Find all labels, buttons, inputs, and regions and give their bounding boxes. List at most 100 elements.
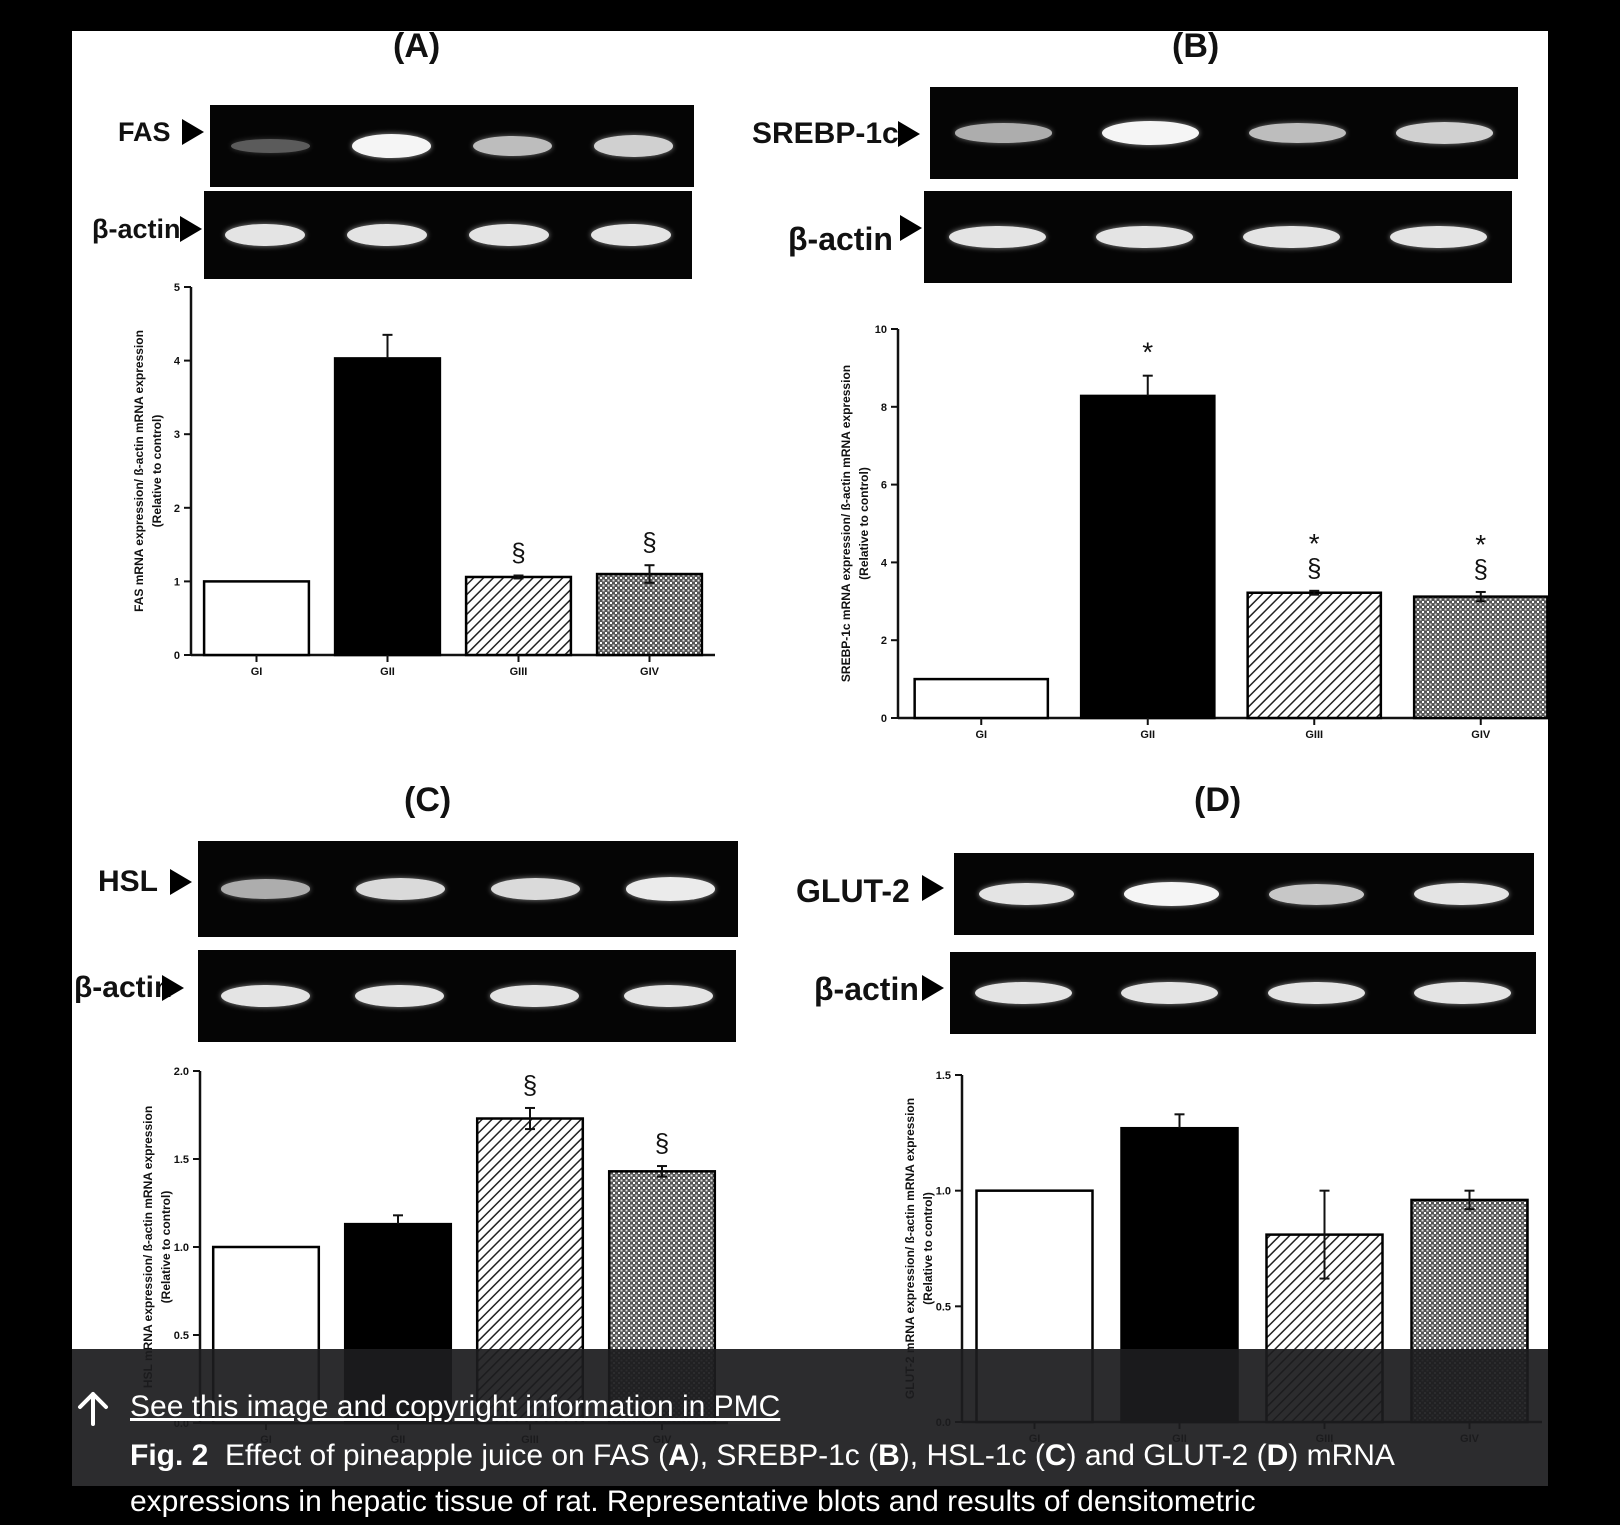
caption-figure-number: Fig. 2 <box>130 1439 209 1472</box>
gel-band <box>1242 225 1340 249</box>
caption-letter-d: D <box>1266 1439 1289 1472</box>
y-tick-label: 1.0 <box>936 1186 951 1198</box>
gel-band <box>625 877 716 901</box>
caption-letter-a: A <box>668 1439 690 1472</box>
caption-text-2: ), SREBP-1c ( <box>689 1439 879 1472</box>
y-tick-label: 0.5 <box>174 1330 189 1342</box>
gel-band <box>220 879 311 899</box>
y-tick-label: 1 <box>174 576 180 588</box>
gel-band <box>978 882 1075 906</box>
panel-b-control-gel <box>924 191 1512 283</box>
panel-c-control-gel <box>198 950 736 1042</box>
y-axis-label-2: (Relative to control) <box>150 415 164 528</box>
y-tick-label: 1.5 <box>936 1070 951 1082</box>
significance-mark: § <box>655 1128 669 1158</box>
panel-c-gene-gel <box>198 841 738 937</box>
x-tick-label: GIII <box>510 666 528 678</box>
y-tick-label: 10 <box>875 324 887 336</box>
y-axis-label-2: (Relative to control) <box>857 467 871 580</box>
bar <box>1412 595 1548 720</box>
gel-band <box>351 134 432 158</box>
gel-band <box>624 984 714 1008</box>
bar <box>1079 394 1216 720</box>
panel-c-control-label: β-actin <box>74 971 173 1004</box>
y-tick-label: 2.0 <box>174 1066 189 1078</box>
caption-text-5: ) mRNA expressions in hepatic tissue of … <box>130 1439 1394 1518</box>
y-tick-label: 1.5 <box>174 1154 189 1166</box>
significance-mark: § <box>511 538 525 568</box>
gel-band <box>1413 882 1510 906</box>
y-tick-label: 1.0 <box>174 1242 189 1254</box>
arrow-up-icon <box>78 1392 108 1426</box>
gel-band <box>954 123 1052 143</box>
figure[interactable]: (A) FAS β-actin 0 1 2 3 4 5 FAS mRNA expressio… <box>72 31 1548 1486</box>
x-tick-label: GII <box>1140 729 1155 741</box>
gel-band <box>472 135 553 157</box>
panel-d-title: (D) <box>1194 781 1242 819</box>
panel-d-gene-arrow <box>922 875 944 901</box>
panel-d-control-label: β-actin <box>814 971 919 1007</box>
panel-a-title: (A) <box>393 31 441 65</box>
significance-mark: * <box>1309 528 1320 559</box>
gel-band <box>1121 981 1219 1005</box>
figure-caption: Fig. 2 Effect of pineapple juice on FAS … <box>130 1433 1510 1525</box>
gel-band <box>948 225 1046 249</box>
bar <box>913 677 1050 720</box>
panel-d-control-gel <box>950 952 1536 1034</box>
panel-a-gene-arrow <box>182 119 204 145</box>
x-tick-label: GI <box>251 666 263 678</box>
panel-d-gene-gel <box>954 853 1534 935</box>
gel-band <box>346 223 428 247</box>
panel-b-bar-chart: 0 2 4 6 8 10 SREBP-1c mRNA expression/ ß-actin… <box>839 324 1548 741</box>
y-tick-label: 2 <box>881 635 887 647</box>
y-tick-label: 2 <box>174 503 180 515</box>
y-axis-label-2: (Relative to control) <box>921 1192 935 1305</box>
panel-a-gene-gel <box>210 105 694 187</box>
x-tick-label: GIV <box>640 666 660 678</box>
significance-mark: * <box>1142 337 1153 368</box>
gel-band <box>220 984 310 1008</box>
caption-text-3: ), HSL-1c ( <box>899 1439 1045 1472</box>
panel-b-gene-gel <box>930 87 1518 179</box>
gel-band <box>1389 225 1487 249</box>
bar <box>202 580 311 657</box>
significance-mark: § <box>1307 553 1321 583</box>
caption-letter-b: B <box>878 1439 900 1472</box>
caption-text-4: ) and GLUT-2 ( <box>1066 1439 1267 1472</box>
gel-band <box>355 984 445 1008</box>
y-axis-label: SREBP-1c mRNA expression/ ß-actin mRNA e… <box>839 365 853 682</box>
significance-mark: * <box>1475 529 1486 560</box>
bar <box>1246 591 1383 720</box>
y-axis-label: FAS mRNA expression/ ß-actin mRNA expres… <box>132 330 146 612</box>
panel-d-gene-label: GLUT-2 <box>796 873 910 909</box>
gel-band <box>590 223 672 247</box>
x-tick-label: GII <box>380 666 395 678</box>
y-tick-label: 4 <box>881 557 888 569</box>
y-tick-label: 6 <box>881 480 887 492</box>
y-tick-label: 3 <box>174 429 180 441</box>
gel-band <box>974 981 1072 1005</box>
panel-a-control-arrow <box>180 216 202 242</box>
gel-band <box>1101 121 1199 145</box>
caption-overlay <box>72 1349 1548 1486</box>
y-axis-label: HSL mRNA expression/ ß-actin mRNA expres… <box>141 1106 155 1388</box>
panel-b-control-label: β-actin <box>788 221 893 257</box>
panel-c-control-arrow <box>162 975 184 1001</box>
gel-band <box>1414 981 1512 1005</box>
y-axis-label: GLUT-2 mRNA expression/ ß-actin mRNA exp… <box>903 1098 917 1399</box>
y-tick-label: 0.5 <box>936 1301 951 1313</box>
panel-c-title: (C) <box>404 781 452 819</box>
significance-mark: § <box>1474 554 1488 584</box>
y-tick-label: 8 <box>881 402 887 414</box>
gel-band <box>355 877 446 901</box>
gel-band <box>468 223 550 247</box>
y-axis-label-2: (Relative to control) <box>159 1191 173 1304</box>
bar <box>595 572 704 657</box>
gel-band <box>1095 225 1193 249</box>
pmc-copyright-link[interactable]: See this image and copyright information… <box>130 1390 781 1423</box>
bar <box>464 575 573 657</box>
y-tick-label: 0 <box>174 650 180 662</box>
gel-band <box>230 139 311 153</box>
panel-b-title: (B) <box>1172 31 1220 65</box>
